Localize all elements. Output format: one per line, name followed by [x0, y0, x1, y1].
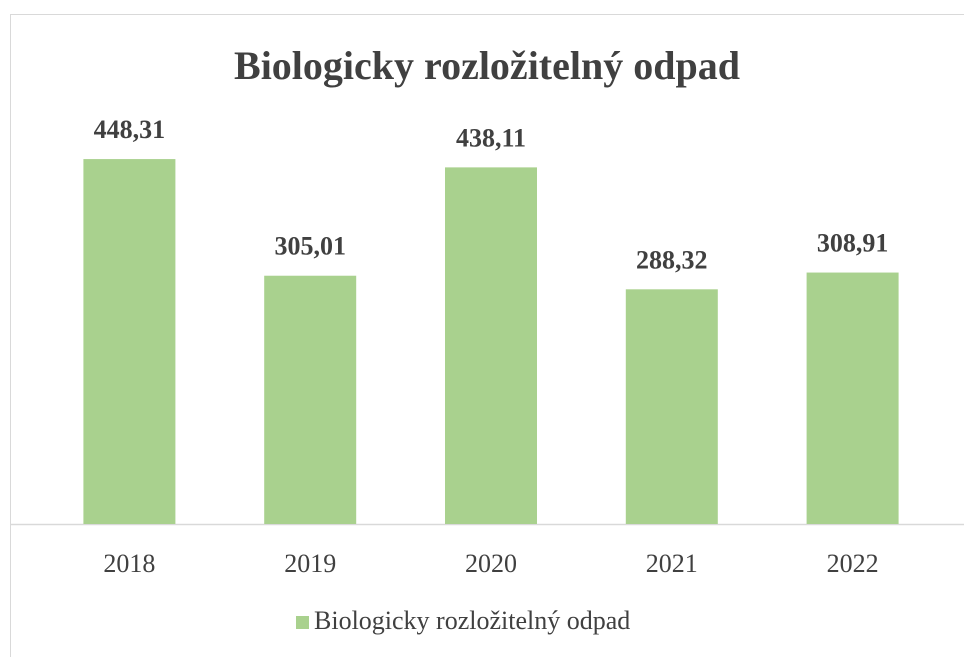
legend-label: Biologicky rozložitelný odpad: [314, 606, 630, 635]
bar: [806, 272, 899, 524]
x-tick-label: 2022: [827, 549, 879, 578]
x-tick-label: 2020: [465, 549, 517, 578]
data-label: 288,32: [636, 245, 708, 274]
data-label: 305,01: [274, 232, 346, 261]
bar: [264, 275, 357, 524]
x-tick-label: 2018: [103, 549, 155, 578]
bar: [625, 289, 718, 524]
x-tick-label: 2021: [646, 549, 698, 578]
chart-title: Biologicky rozložitelný odpad: [234, 43, 740, 88]
x-tick-label: 2019: [284, 549, 336, 578]
data-label: 438,11: [456, 123, 526, 152]
data-label: 308,91: [817, 229, 889, 258]
data-label: 448,31: [94, 115, 166, 144]
bar: [445, 167, 537, 524]
bar: [83, 159, 176, 524]
legend-swatch: [296, 616, 309, 629]
